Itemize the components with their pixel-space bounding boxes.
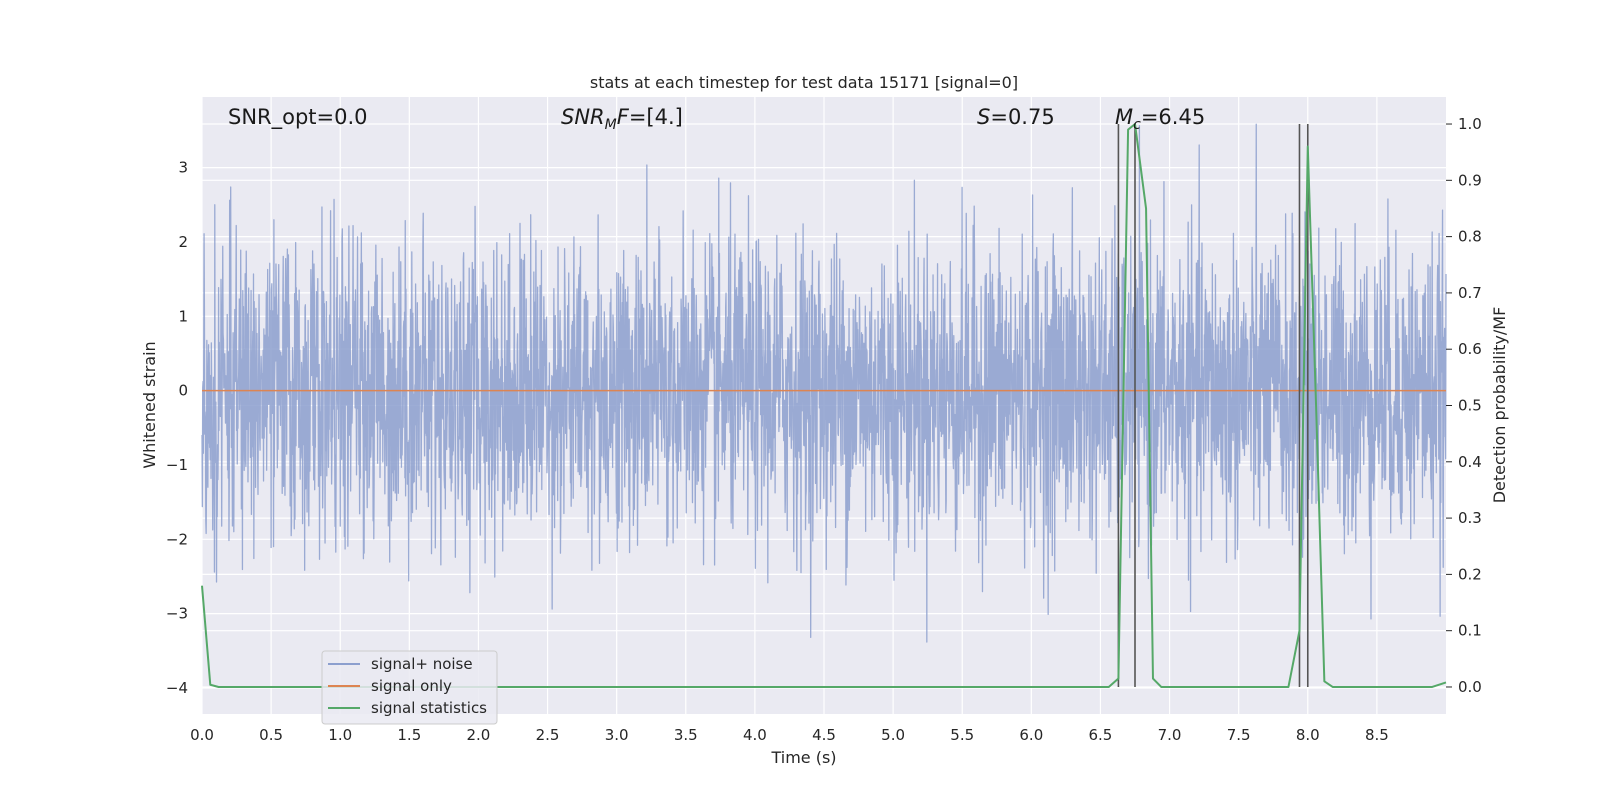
series-signal-noise [201,123,1447,643]
annotation-s-stat: S=0.75 [977,105,1055,129]
x-tick-label: 4.5 [812,726,836,744]
y-tick-label: 3 [178,159,188,177]
y2-axis-label: Detection probability/MF [1490,307,1509,504]
y2-tick-label: 0.1 [1458,622,1482,640]
legend-frame [321,650,498,725]
chart-title: stats at each timestep for test data 151… [590,73,1018,92]
noise-line [201,123,1447,643]
x-tick-label: 1.0 [328,726,352,744]
x-tick-label: 3.0 [605,726,629,744]
legend: signal+ noise signal only signal statist… [321,650,498,725]
y-tick-label: 0 [178,382,188,400]
x-tick-label: 0.0 [190,726,214,744]
legend-label-signal-statistics: signal statistics [371,699,487,717]
y2-axis-ticks: 1.0 0.9 0.8 0.7 0.6 0.5 0.4 0.3 0.2 0.1 0.0 [1446,115,1482,696]
x-tick-label: 6.5 [1089,726,1113,744]
x-tick-label: 2.5 [536,726,560,744]
x-tick-label: 6.0 [1019,726,1043,744]
y-tick-label: −3 [166,605,188,623]
legend-label-signal-noise: signal+ noise [371,655,473,673]
x-tick-label: 7.0 [1158,726,1182,744]
x-tick-label: 3.5 [674,726,698,744]
y2-tick-label: 0.9 [1458,171,1482,189]
y2-tick-label: 0.7 [1458,284,1482,302]
y2-tick-label: 0.2 [1458,565,1482,583]
y2-tick-label: 0.4 [1458,453,1482,471]
y-tick-label: −2 [166,530,188,548]
y2-tick-label: 0.5 [1458,397,1482,415]
x-tick-label: 2.0 [467,726,491,744]
x-tick-label: 5.5 [950,726,974,744]
y2-tick-label: 1.0 [1458,115,1482,133]
event-markers [1117,124,1309,687]
x-tick-label: 1.5 [397,726,421,744]
x-tick-label: 5.0 [881,726,905,744]
x-tick-label: 8.0 [1296,726,1320,744]
y-tick-label: −1 [166,456,188,474]
y-tick-label: 2 [178,233,188,251]
annotation-mc: Mc=6.45 [1115,105,1205,133]
x-tick-label: 7.5 [1227,726,1251,744]
x-tick-label: 4.0 [743,726,767,744]
y2-tick-label: 0.3 [1458,509,1482,527]
y-tick-label: −4 [166,679,188,697]
y2-tick-label: 0.0 [1458,678,1482,696]
y2-tick-label: 0.8 [1458,228,1482,246]
y2-tick-label: 0.6 [1458,340,1482,358]
x-axis-ticks: 0.0 0.5 1.0 1.5 2.0 2.5 3.0 3.5 4.0 4.5 5.0 5.5 6.0 6… [190,726,1389,744]
x-axis-label: Time (s) [770,748,836,767]
legend-label-signal-only: signal only [371,677,452,695]
y-axis-ticks: 3 2 1 0 −1 −2 −3 −4 [166,159,188,697]
annotation-snr-opt: SNR_opt=0.0 [228,105,368,130]
x-tick-label: 0.5 [259,726,283,744]
y-axis-label: Whitened strain [140,341,159,468]
annotation-snr-mf: SNRMF=[4.] [561,105,683,133]
y-tick-label: 1 [178,307,188,325]
x-tick-label: 8.5 [1365,726,1389,744]
